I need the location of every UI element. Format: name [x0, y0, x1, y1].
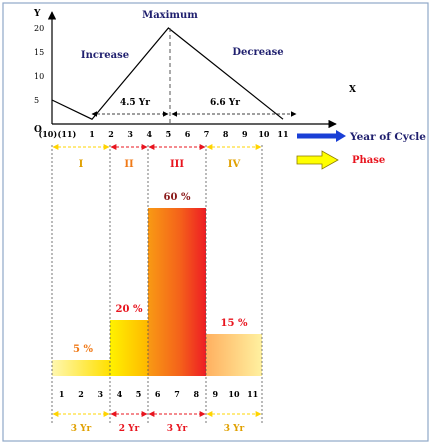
- phase-percent-label: 20 %: [116, 304, 143, 315]
- phase-year-label: 10: [228, 389, 240, 399]
- phase-percent-label: 15 %: [221, 318, 248, 329]
- increase-label: Increase: [81, 50, 129, 61]
- phase-duration-labels: 3 Yr 2 Yr 3 Yr 3 Yr: [71, 424, 245, 434]
- outer-frame: [2, 2, 429, 442]
- phase-numeral: IV: [228, 159, 241, 170]
- fall-duration-label: 6.6 Yr: [210, 98, 240, 108]
- x-tick-label: 10: [258, 129, 270, 139]
- phase-numerals: I II III IV: [79, 159, 241, 170]
- phase-bar: [110, 320, 148, 376]
- year-of-cycle-label: Year of Cycle: [349, 131, 426, 143]
- x-tick-label: 5: [166, 129, 172, 139]
- phase-year-label: 5: [136, 389, 142, 399]
- phase-duration-label: 2 Yr: [119, 424, 140, 434]
- phase-label: Phase: [352, 155, 385, 166]
- phase-percent-labels: 5 % 20 % 60 % 15 %: [73, 192, 248, 355]
- phase-percent-label: 5 %: [73, 344, 93, 355]
- rise-duration-label: 4.5 Yr: [120, 98, 150, 108]
- phase-year-label: 3: [98, 389, 104, 399]
- x-tick-label: 4: [147, 129, 153, 139]
- phase-year-label: 2: [78, 389, 84, 399]
- maximum-label: Maximum: [142, 10, 198, 21]
- phase-year-label: 1: [59, 389, 65, 399]
- x-tick-label: 11: [277, 129, 288, 139]
- y-tick-label: 10: [34, 72, 44, 81]
- phase-duration-label: 3 Yr: [71, 424, 92, 434]
- phase-arrow-icon: [296, 150, 339, 170]
- phase-year-label: 8: [194, 389, 200, 399]
- x-tick-label: 2: [108, 129, 114, 139]
- x-tick-label: 6: [185, 129, 191, 139]
- phase-year-labels: 1 2 3 4 5 6 7 8 9 10 11: [59, 389, 258, 399]
- phase-numeral: II: [124, 159, 134, 170]
- phase-year-label: 7: [174, 389, 180, 399]
- phase-numeral: III: [170, 159, 184, 170]
- y-tick-label: 15: [34, 48, 44, 57]
- x-tick-label: (11): [58, 129, 77, 139]
- x-tick-label: 1: [89, 129, 95, 139]
- phase-year-label: 4: [117, 389, 123, 399]
- phase-bar: [52, 360, 110, 376]
- phase-year-label: 9: [213, 389, 219, 399]
- phase-percent-label: 60 %: [164, 192, 191, 203]
- x-tick-label: 8: [223, 129, 229, 139]
- phase-year-label: 6: [155, 389, 161, 399]
- x-tick-label: 7: [204, 129, 210, 139]
- decrease-label: Decrease: [232, 47, 283, 58]
- x-tick-label: 3: [127, 129, 133, 139]
- y-axis-label: Y: [33, 9, 41, 19]
- phase-duration-label: 3 Yr: [167, 424, 188, 434]
- phase-dividers: [51, 145, 263, 424]
- year-of-cycle-arrow-icon: [336, 130, 346, 142]
- x-tick-label: (10): [38, 129, 57, 139]
- phase-duration-label: 3 Yr: [224, 424, 245, 434]
- x-tick-label: 9: [242, 129, 248, 139]
- phase-numeral: I: [79, 159, 84, 170]
- y-tick-label: 20: [34, 24, 44, 33]
- origin-label: O: [34, 125, 42, 135]
- x-axis-tick-labels: (10) (11) 1 2 3 4 5 6 7 8 9 10 11: [38, 129, 288, 139]
- phase-bar: [148, 208, 206, 376]
- x-axis-label: X: [349, 85, 356, 95]
- phase-bar: [206, 334, 262, 376]
- phase-year-label: 11: [247, 389, 258, 399]
- y-axis-tick-labels: 20 15 10 5: [34, 24, 44, 105]
- cycle-activity-curve: [51, 27, 284, 120]
- phase-bars: [52, 208, 262, 376]
- y-tick-label: 5: [34, 96, 39, 105]
